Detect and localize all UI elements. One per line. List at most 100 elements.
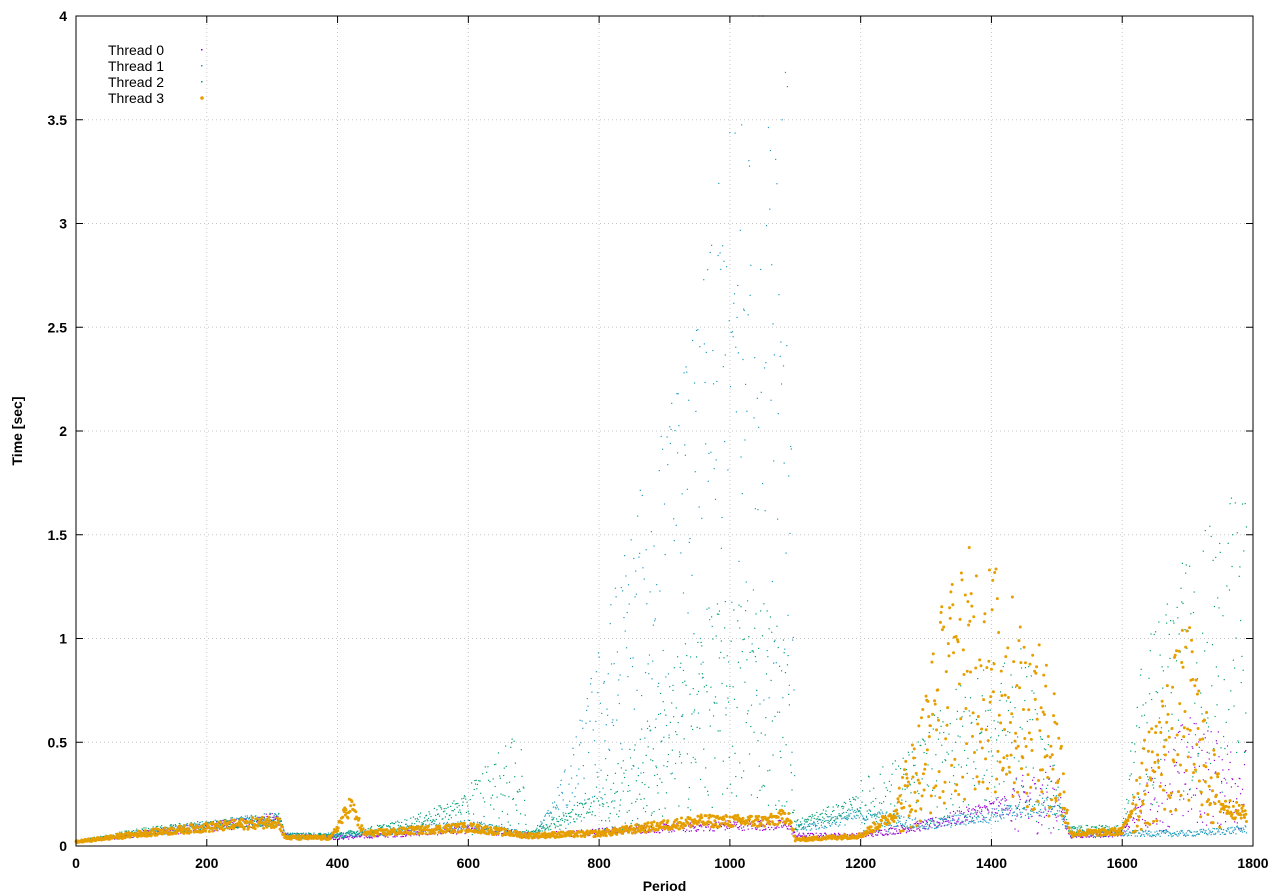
data-point bbox=[981, 809, 983, 811]
data-point bbox=[881, 825, 883, 827]
data-point bbox=[1240, 828, 1242, 830]
data-point bbox=[1063, 811, 1065, 813]
data-point bbox=[918, 826, 921, 828]
data-point bbox=[926, 784, 928, 786]
data-point bbox=[456, 806, 458, 808]
data-point bbox=[186, 825, 188, 827]
data-point bbox=[589, 720, 591, 722]
data-point bbox=[790, 772, 792, 774]
data-point bbox=[902, 824, 904, 826]
data-point bbox=[435, 824, 437, 826]
data-point bbox=[1133, 818, 1135, 820]
data-point bbox=[1015, 818, 1017, 820]
data-point bbox=[253, 820, 256, 822]
data-point bbox=[1095, 833, 1097, 835]
data-point bbox=[408, 825, 410, 827]
data-point bbox=[796, 830, 798, 832]
data-point bbox=[816, 820, 819, 823]
data-point bbox=[955, 688, 957, 691]
data-point bbox=[743, 308, 745, 310]
data-point bbox=[509, 824, 511, 826]
data-point bbox=[335, 833, 337, 836]
data-point bbox=[1193, 831, 1195, 833]
data-point bbox=[829, 816, 831, 818]
data-point bbox=[879, 773, 881, 775]
data-point bbox=[610, 663, 613, 665]
data-point bbox=[438, 815, 441, 817]
data-point bbox=[872, 800, 874, 802]
data-point bbox=[979, 733, 981, 735]
data-point bbox=[847, 817, 849, 819]
data-point bbox=[578, 814, 580, 816]
data-point bbox=[988, 811, 990, 813]
data-point bbox=[190, 822, 192, 824]
data-point bbox=[1178, 772, 1180, 774]
data-point bbox=[801, 827, 804, 829]
data-point bbox=[575, 813, 577, 816]
data-point bbox=[1023, 807, 1025, 809]
data-point bbox=[541, 822, 543, 824]
data-point bbox=[577, 815, 579, 817]
data-point bbox=[1162, 831, 1164, 833]
data-point bbox=[852, 811, 855, 813]
data-point bbox=[720, 268, 722, 271]
data-point bbox=[882, 801, 885, 803]
data-point bbox=[1043, 811, 1045, 813]
data-point bbox=[616, 813, 618, 815]
data-point bbox=[977, 821, 979, 823]
data-point bbox=[926, 821, 928, 824]
data-point bbox=[346, 836, 348, 839]
data-point bbox=[701, 826, 703, 828]
data-point bbox=[980, 732, 982, 734]
data-point bbox=[726, 826, 728, 828]
data-point bbox=[884, 826, 886, 828]
data-point bbox=[336, 832, 338, 834]
data-point bbox=[611, 826, 613, 828]
data-point bbox=[1217, 731, 1219, 733]
data-point bbox=[884, 833, 887, 835]
data-point bbox=[450, 830, 452, 832]
data-point bbox=[963, 812, 965, 814]
data-point bbox=[898, 829, 900, 831]
data-point bbox=[660, 741, 662, 743]
data-point bbox=[726, 685, 728, 687]
data-point bbox=[276, 814, 278, 816]
data-point bbox=[980, 812, 982, 815]
data-point bbox=[868, 809, 870, 811]
data-point bbox=[573, 754, 575, 756]
data-point bbox=[678, 751, 681, 753]
data-point bbox=[956, 718, 958, 720]
data-point bbox=[1051, 806, 1053, 808]
data-point bbox=[597, 692, 599, 694]
data-point bbox=[618, 810, 620, 812]
data-point bbox=[1047, 810, 1049, 812]
data-point bbox=[476, 783, 479, 786]
data-point bbox=[775, 827, 777, 829]
data-point bbox=[1179, 831, 1181, 833]
data-point bbox=[973, 820, 975, 822]
data-point bbox=[680, 715, 683, 717]
data-point bbox=[1239, 830, 1242, 832]
data-point bbox=[854, 816, 856, 818]
data-point bbox=[568, 783, 570, 785]
data-point bbox=[904, 788, 906, 791]
data-point bbox=[1212, 827, 1214, 830]
data-point bbox=[1230, 786, 1233, 788]
data-point bbox=[476, 828, 478, 830]
data-point bbox=[483, 815, 485, 818]
data-point bbox=[843, 811, 845, 814]
data-point bbox=[958, 810, 961, 812]
data-point bbox=[583, 816, 585, 819]
data-point bbox=[1030, 808, 1032, 810]
data-point bbox=[1002, 808, 1004, 810]
data-point bbox=[684, 454, 687, 456]
data-point bbox=[897, 815, 899, 817]
data-point bbox=[791, 789, 793, 791]
data-point bbox=[1030, 813, 1032, 816]
data-point bbox=[1156, 830, 1158, 832]
data-point bbox=[671, 749, 673, 751]
data-point bbox=[1012, 788, 1014, 790]
data-point bbox=[328, 833, 330, 836]
data-point bbox=[894, 760, 896, 762]
data-point bbox=[956, 821, 958, 823]
